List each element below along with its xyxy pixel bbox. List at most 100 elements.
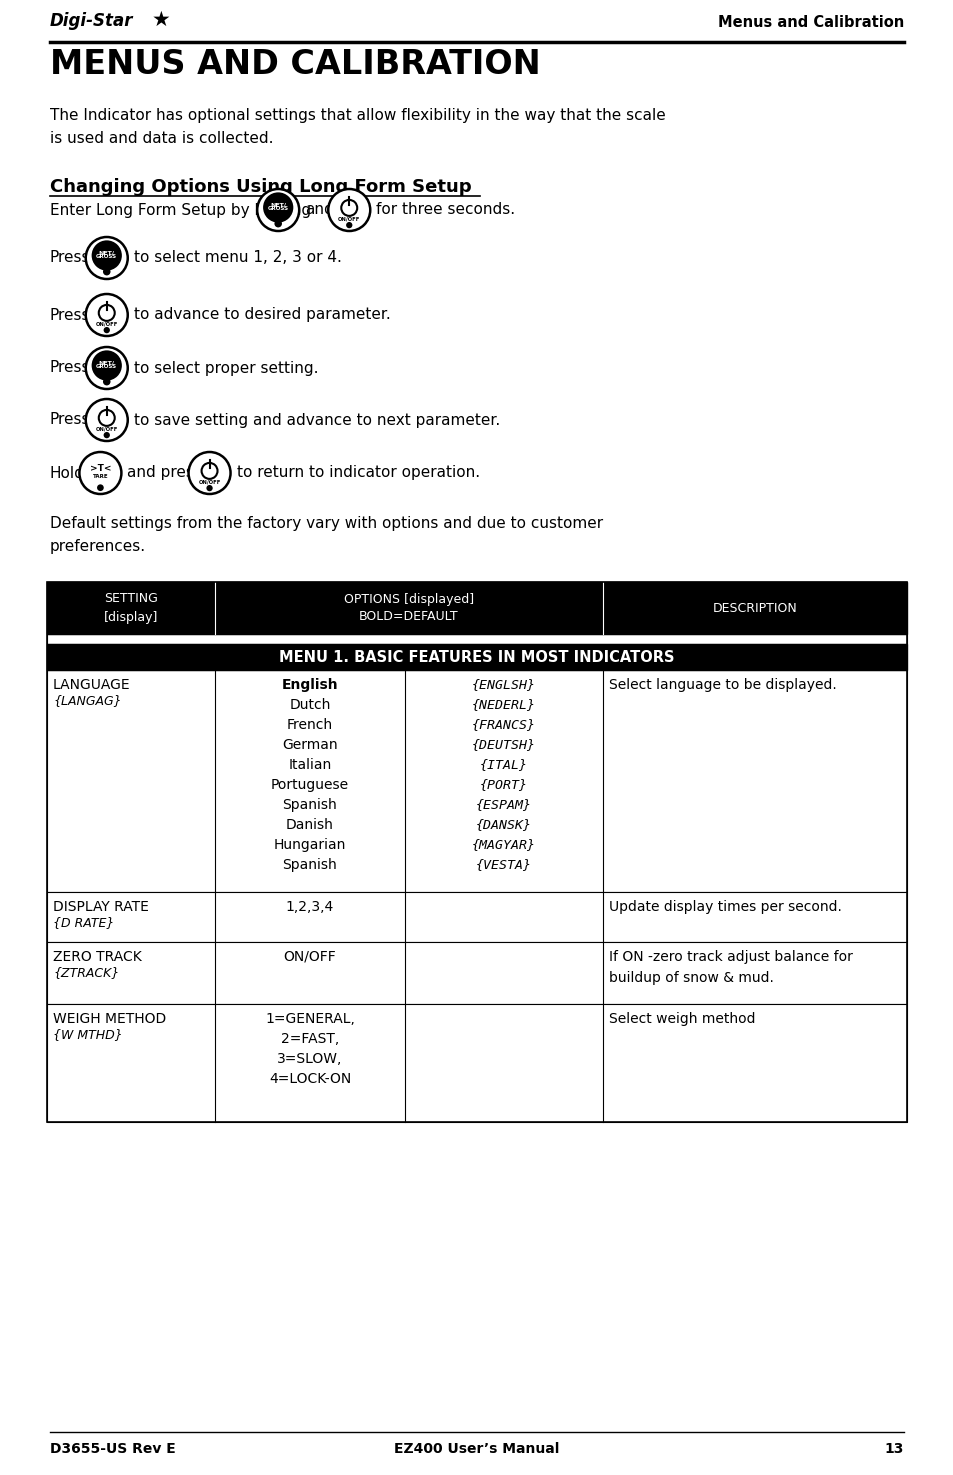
Circle shape bbox=[346, 221, 352, 229]
Text: Press: Press bbox=[50, 360, 91, 376]
Text: {D RATE}: {D RATE} bbox=[53, 916, 114, 929]
Text: ★: ★ bbox=[152, 10, 171, 30]
Text: WEIGH METHOD: WEIGH METHOD bbox=[53, 1012, 166, 1027]
Text: Default settings from the factory vary with options and due to customer
preferen: Default settings from the factory vary w… bbox=[50, 516, 602, 555]
Text: DESCRIPTION: DESCRIPTION bbox=[712, 602, 797, 615]
Circle shape bbox=[86, 347, 128, 389]
Text: for three seconds.: for three seconds. bbox=[375, 202, 515, 217]
Text: MENUS AND CALIBRATION: MENUS AND CALIBRATION bbox=[50, 49, 540, 81]
Text: {MAGYAR}: {MAGYAR} bbox=[472, 838, 536, 851]
Circle shape bbox=[274, 220, 282, 227]
Text: {W MTHD}: {W MTHD} bbox=[53, 1028, 123, 1041]
Text: NET/: NET/ bbox=[270, 202, 286, 208]
Text: DISPLAY RATE: DISPLAY RATE bbox=[53, 900, 149, 914]
Text: {DEUTSH}: {DEUTSH} bbox=[472, 738, 536, 751]
Text: Update display times per second.: Update display times per second. bbox=[608, 900, 841, 914]
Circle shape bbox=[86, 294, 128, 336]
Text: ON/OFF: ON/OFF bbox=[198, 479, 220, 485]
Text: Italian: Italian bbox=[288, 758, 332, 771]
Text: and: and bbox=[305, 202, 334, 217]
Text: to advance to desired parameter.: to advance to desired parameter. bbox=[133, 307, 390, 323]
Circle shape bbox=[328, 189, 370, 232]
Circle shape bbox=[103, 378, 111, 385]
Circle shape bbox=[104, 327, 110, 333]
Text: ON/OFF: ON/OFF bbox=[283, 950, 336, 965]
Circle shape bbox=[189, 451, 231, 494]
Text: Select weigh method: Select weigh method bbox=[608, 1012, 755, 1027]
Circle shape bbox=[91, 240, 122, 270]
Text: Changing Options Using Long Form Setup: Changing Options Using Long Form Setup bbox=[50, 178, 471, 196]
Text: {VESTA}: {VESTA} bbox=[476, 858, 532, 872]
Text: 1=GENERAL,: 1=GENERAL, bbox=[265, 1012, 355, 1027]
Bar bbox=[47, 583, 906, 1122]
Circle shape bbox=[86, 400, 128, 441]
Text: Spanish: Spanish bbox=[282, 858, 337, 872]
Text: OPTIONS [displayed]
BOLD=DEFAULT: OPTIONS [displayed] BOLD=DEFAULT bbox=[344, 593, 474, 624]
Text: Hungarian: Hungarian bbox=[274, 838, 346, 853]
Text: GROSS: GROSS bbox=[96, 255, 117, 260]
Bar bbox=[47, 1004, 906, 1122]
Text: English: English bbox=[281, 678, 338, 692]
Text: {DANSK}: {DANSK} bbox=[476, 819, 532, 830]
Text: French: French bbox=[287, 718, 333, 732]
Text: LANGUAGE: LANGUAGE bbox=[53, 678, 131, 692]
Text: ON/OFF: ON/OFF bbox=[337, 217, 360, 221]
Text: SETTING
[display]: SETTING [display] bbox=[104, 593, 158, 624]
Text: {ENGLSH}: {ENGLSH} bbox=[472, 678, 536, 690]
Text: Dutch: Dutch bbox=[289, 698, 331, 712]
Bar bbox=[47, 943, 906, 1004]
Circle shape bbox=[103, 268, 111, 276]
Text: and press: and press bbox=[128, 466, 202, 481]
Circle shape bbox=[91, 351, 122, 381]
Text: Enter Long Form Setup by holding: Enter Long Form Setup by holding bbox=[50, 202, 311, 217]
Text: {ZTRACK}: {ZTRACK} bbox=[53, 966, 119, 979]
Text: GROSS: GROSS bbox=[96, 364, 117, 369]
Text: Press: Press bbox=[50, 413, 91, 428]
Text: The Indicator has optional settings that allow flexibility in the way that the s: The Indicator has optional settings that… bbox=[50, 108, 665, 146]
Text: {PORT}: {PORT} bbox=[479, 777, 527, 791]
Text: {ITAL}: {ITAL} bbox=[479, 758, 527, 771]
Text: ON/OFF: ON/OFF bbox=[95, 322, 118, 327]
Bar bbox=[47, 645, 906, 670]
Text: {LANGAG}: {LANGAG} bbox=[53, 695, 121, 707]
Circle shape bbox=[257, 189, 299, 232]
Text: ON/OFF: ON/OFF bbox=[95, 426, 118, 432]
Text: {FRANCS}: {FRANCS} bbox=[472, 718, 536, 732]
Text: TARE: TARE bbox=[92, 475, 108, 479]
Bar bbox=[47, 892, 906, 943]
Text: 13: 13 bbox=[883, 1443, 903, 1456]
Text: D3655-US Rev E: D3655-US Rev E bbox=[50, 1443, 175, 1456]
Text: to return to indicator operation.: to return to indicator operation. bbox=[236, 466, 479, 481]
Text: Spanish: Spanish bbox=[282, 798, 337, 813]
Text: Portuguese: Portuguese bbox=[271, 777, 349, 792]
Text: {ESPAM}: {ESPAM} bbox=[476, 798, 532, 811]
Text: MENU 1. BASIC FEATURES IN MOST INDICATORS: MENU 1. BASIC FEATURES IN MOST INDICATOR… bbox=[279, 649, 674, 665]
Circle shape bbox=[79, 451, 121, 494]
Text: {NEDERL}: {NEDERL} bbox=[472, 698, 536, 711]
Text: ZERO TRACK: ZERO TRACK bbox=[53, 950, 142, 965]
Text: to select proper setting.: to select proper setting. bbox=[133, 360, 318, 376]
Bar bbox=[47, 634, 906, 645]
Text: Digi-Star: Digi-Star bbox=[50, 12, 133, 30]
Text: NET/: NET/ bbox=[99, 360, 114, 366]
Circle shape bbox=[104, 432, 110, 438]
Text: 4=LOCK-ON: 4=LOCK-ON bbox=[269, 1072, 351, 1086]
Circle shape bbox=[263, 192, 293, 223]
Text: 2=FAST,: 2=FAST, bbox=[280, 1032, 338, 1046]
Text: to select menu 1, 2, 3 or 4.: to select menu 1, 2, 3 or 4. bbox=[133, 251, 341, 266]
Text: Select language to be displayed.: Select language to be displayed. bbox=[608, 678, 836, 692]
Text: Menus and Calibration: Menus and Calibration bbox=[717, 15, 903, 30]
Circle shape bbox=[97, 484, 104, 491]
Text: GROSS: GROSS bbox=[268, 207, 289, 211]
Bar bbox=[47, 583, 906, 634]
Text: If ON -zero track adjust balance for
buildup of snow & mud.: If ON -zero track adjust balance for bui… bbox=[608, 950, 852, 985]
Text: Danish: Danish bbox=[286, 819, 334, 832]
Bar bbox=[47, 670, 906, 892]
Circle shape bbox=[206, 485, 213, 491]
Text: 1,2,3,4: 1,2,3,4 bbox=[286, 900, 334, 914]
Text: NET/: NET/ bbox=[99, 251, 114, 255]
Text: EZ400 User’s Manual: EZ400 User’s Manual bbox=[394, 1443, 559, 1456]
Text: Hold: Hold bbox=[50, 466, 85, 481]
Text: Press: Press bbox=[50, 307, 91, 323]
Text: to save setting and advance to next parameter.: to save setting and advance to next para… bbox=[133, 413, 499, 428]
